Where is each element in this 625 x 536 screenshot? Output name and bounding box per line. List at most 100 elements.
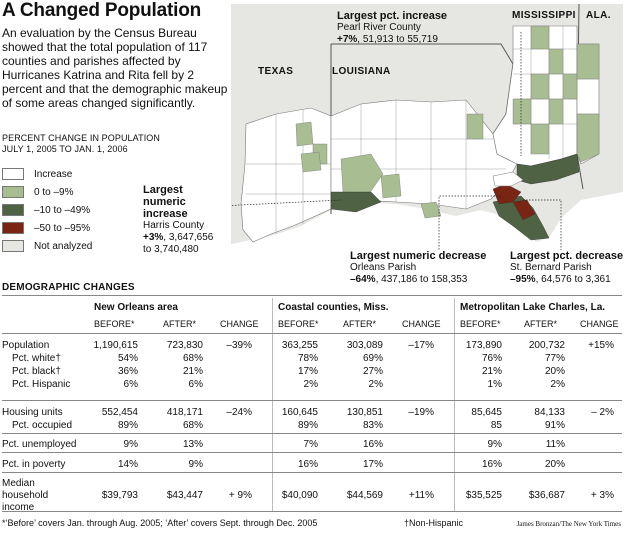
table-cell: 303,089 xyxy=(346,340,383,351)
callout-numbers-line2: to 3,740,480 xyxy=(143,244,199,255)
table-rule-top xyxy=(2,295,622,296)
table-title: DEMOGRAPHIC CHANGES xyxy=(2,282,135,293)
row-label: Pct. black† xyxy=(12,366,61,377)
table-rule xyxy=(2,433,622,434)
table-cell: 418,171 xyxy=(166,407,203,418)
col-header-before: BEFORE* xyxy=(278,319,319,329)
callout-figures: –64%, 437,186 to 158,353 xyxy=(350,274,486,286)
table-cell: 21% xyxy=(481,366,502,377)
table-cell: 130,851 xyxy=(346,407,383,418)
callout-place: St. Bernard Parish xyxy=(510,262,592,273)
table-rule xyxy=(2,452,622,453)
callout-pct: –64% xyxy=(350,274,376,285)
state-border-la-north xyxy=(331,43,514,65)
lake-pontchartrain xyxy=(492,171,524,187)
decline-50-to-95 xyxy=(492,183,536,221)
page-title: A Changed Population xyxy=(2,0,202,21)
footnote-non-hispanic: †Non-Hispanic xyxy=(404,518,464,528)
callout-place: Orleans Parish xyxy=(350,262,417,273)
legend-item-0-to-9: 0 to –9% xyxy=(2,183,132,201)
table-cell: 89% xyxy=(297,420,318,431)
table-cell: 2% xyxy=(550,379,565,390)
table-cell: 9% xyxy=(123,439,138,450)
table-cell: 363,255 xyxy=(281,340,318,351)
table-cell: 6% xyxy=(188,379,203,390)
row-label: income xyxy=(2,502,35,513)
table-cell: 68% xyxy=(182,353,203,364)
col-header-after: AFTER* xyxy=(343,319,377,329)
callout-figures: –95%, 64,576 to 3,361 xyxy=(510,274,623,286)
table-cell: $40,090 xyxy=(281,490,318,501)
col-header-change: CHANGE xyxy=(220,319,259,329)
callout-heading-line3: increase xyxy=(143,208,188,220)
table-cell: 68% xyxy=(182,420,203,431)
table-cell: 723,830 xyxy=(166,340,203,351)
table-cell: 16% xyxy=(481,459,502,470)
decline-10-to-49 xyxy=(330,153,580,241)
table-cell: 77% xyxy=(544,353,565,364)
table-cell: – 2% xyxy=(591,407,614,418)
table-cell: 1% xyxy=(487,379,502,390)
legend-item-10-to-49: –10 to –49% xyxy=(2,201,132,219)
state-label-louisiana: LOUISIANA xyxy=(332,66,391,77)
callout-numbers: , 437,186 to 158,353 xyxy=(375,274,468,285)
table-cell: 1,190,615 xyxy=(93,340,139,351)
callout-place: Pearl River County xyxy=(337,22,421,33)
legend-item-not-analyzed: Not analyzed xyxy=(2,237,132,255)
table-cell: 13% xyxy=(182,439,203,450)
table-cell: 2% xyxy=(303,379,318,390)
col-header-change: CHANGE xyxy=(580,319,619,329)
table-cell: 84,133 xyxy=(534,407,565,418)
table-cell: $44,569 xyxy=(346,490,383,501)
legend-heading-line1: PERCENT CHANGE IN POPULATION xyxy=(2,133,160,143)
callout-numbers: , 64,576 to 3,361 xyxy=(535,274,611,285)
col-header-before: BEFORE* xyxy=(94,319,135,329)
table-cell: 9% xyxy=(188,459,203,470)
table-cell: 89% xyxy=(117,420,138,431)
table-cell: 27% xyxy=(362,366,383,377)
legend-label: –10 to –49% xyxy=(34,204,91,216)
legend-swatch xyxy=(2,168,24,180)
group-new-orleans: New Orleans area xyxy=(94,302,178,313)
callout-heading: Largest numeric decrease xyxy=(350,250,487,262)
col-header-after: AFTER* xyxy=(163,319,197,329)
group-lake-charles: Metropolitan Lake Charles, La. xyxy=(460,302,606,313)
legend-swatch xyxy=(2,222,24,234)
table-cell: 9% xyxy=(487,439,502,450)
table-cell: 54% xyxy=(117,353,138,364)
callout-heading: Largest pct. decrease xyxy=(510,250,624,262)
column-divider xyxy=(272,298,273,512)
legend-swatch xyxy=(2,204,24,216)
callout-figures: +7%, 51,913 to 55,719 xyxy=(337,34,447,46)
table-cell: 21% xyxy=(182,366,203,377)
legend-item-increase: Increase xyxy=(2,165,132,183)
callout-heading-line2: numeric xyxy=(143,196,186,208)
table-cell: 20% xyxy=(544,366,565,377)
callout-place: Harris County xyxy=(143,220,205,231)
table-rule xyxy=(2,400,622,401)
footnote-before-after: *‘Before’ covers Jan. through Aug. 2005;… xyxy=(2,518,318,528)
gulf-water xyxy=(231,192,623,260)
callout-largest-pct-increase: Largest pct. increase Pearl River County… xyxy=(337,10,447,46)
legend-swatch xyxy=(2,186,24,198)
table-cell: –24% xyxy=(226,407,252,418)
row-label: Pct. occupied xyxy=(12,420,73,431)
table-rule xyxy=(2,511,622,512)
legend-heading: PERCENT CHANGE IN POPULATION JULY 1, 200… xyxy=(2,133,222,155)
table-cell: –39% xyxy=(226,340,252,351)
intro-text: An evaluation by the Census Bureau showe… xyxy=(2,26,228,110)
table-rule xyxy=(2,472,622,473)
callout-pct: –95% xyxy=(510,274,536,285)
table-cell: 85,645 xyxy=(471,407,502,418)
legend-heading-line2: JULY 1, 2005 TO JAN. 1, 2006 xyxy=(2,144,128,154)
table-cell: 17% xyxy=(297,366,318,377)
callout-pct: +3% xyxy=(143,232,164,243)
legend-label: –50 to –95% xyxy=(34,222,91,234)
table-cell: 36% xyxy=(117,366,138,377)
legend-label: 0 to –9% xyxy=(34,186,74,198)
callout-numbers: , 51,913 to 55,719 xyxy=(357,34,438,45)
state-label-mississippi: MISSISSIPPI xyxy=(512,10,576,21)
table-cell: $43,447 xyxy=(166,490,203,501)
table-cell: + 9% xyxy=(228,490,252,501)
table-cell: $35,525 xyxy=(465,490,502,501)
